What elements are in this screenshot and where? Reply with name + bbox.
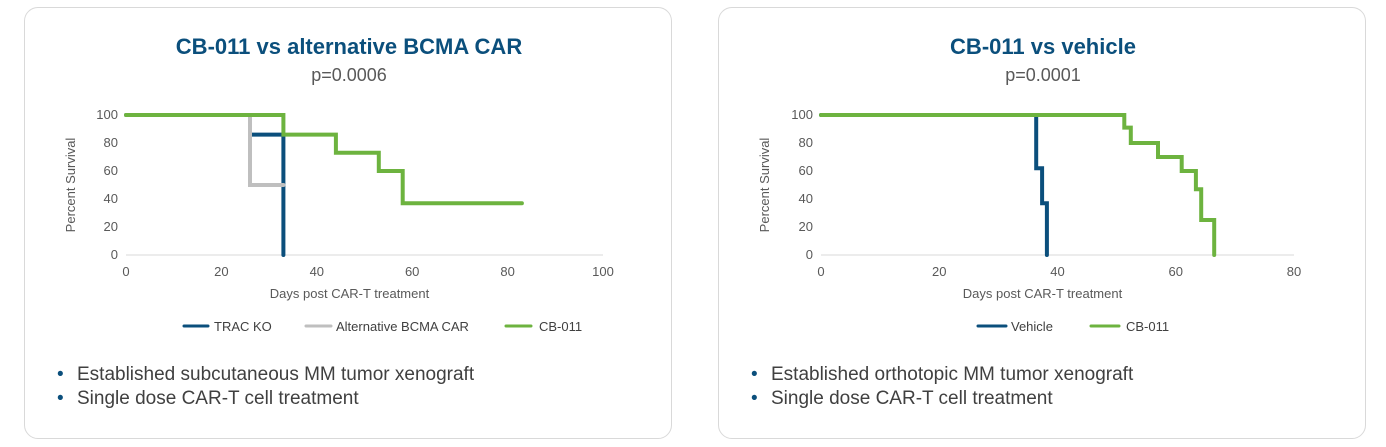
y-tick-label: 60: [799, 163, 813, 178]
series-line-cb-011: [819, 113, 1217, 257]
bullet-item: Established orthotopic MM tumor xenograf…: [751, 363, 1133, 387]
bullet-list: Established orthotopic MM tumor xenograf…: [751, 363, 1133, 411]
legend-label: CB-011: [1126, 319, 1169, 334]
legend-label: CB-011: [539, 319, 582, 334]
y-tick-label: 0: [806, 247, 813, 262]
y-tick-label: 100: [96, 107, 118, 122]
x-tick-label: 0: [122, 264, 129, 279]
y-tick-label: 20: [104, 219, 118, 234]
chart-card-vehicle: CB-011 vs vehicle p=0.0001 0 20 40 60 80 100 0 20…: [718, 7, 1366, 439]
x-tick-label: 100: [592, 264, 614, 279]
x-axis-title: Days post CAR-T treatment: [963, 286, 1123, 301]
p-value: p=0.0006: [311, 65, 387, 85]
y-tick-label: 40: [104, 191, 118, 206]
y-tick-label: 100: [791, 107, 813, 122]
bullet-item: Single dose CAR-T cell treatment: [57, 387, 474, 411]
x-tick-label: 80: [500, 264, 514, 279]
y-tick-label: 80: [104, 135, 118, 150]
p-value: p=0.0001: [1005, 65, 1081, 85]
series-line-alternative-bcma-car: [124, 113, 286, 187]
bullet-list: Established subcutaneous MM tumor xenogr…: [57, 363, 474, 411]
x-tick-label: 20: [932, 264, 946, 279]
survival-chart: CB-011 vs vehicle p=0.0001 0 20 40 60 80 100 0 20…: [757, 34, 1301, 334]
chart-title: CB-011 vs alternative BCMA CAR: [176, 34, 523, 59]
survival-chart: CB-011 vs alternative BCMA CAR p=0.0006 0 2…: [63, 34, 614, 334]
x-tick-label: 40: [310, 264, 324, 279]
x-tick-label: 60: [1169, 264, 1183, 279]
y-tick-label: 20: [799, 219, 813, 234]
x-tick-label: 80: [1287, 264, 1301, 279]
legend-label: Vehicle: [1011, 319, 1053, 334]
y-tick-label: 0: [111, 247, 118, 262]
bullet-item: Single dose CAR-T cell treatment: [751, 387, 1133, 411]
x-tick-label: 0: [817, 264, 824, 279]
y-axis-title: Percent Survival: [63, 138, 78, 233]
bullet-item: Established subcutaneous MM tumor xenogr…: [57, 363, 474, 387]
chart-title: CB-011 vs vehicle: [950, 34, 1136, 59]
legend-label: Alternative BCMA CAR: [336, 319, 469, 334]
series-line-cb-011: [124, 113, 524, 206]
x-tick-label: 40: [1050, 264, 1064, 279]
legend-label: TRAC KO: [214, 319, 272, 334]
x-tick-label: 60: [405, 264, 419, 279]
chart-card-bcma: CB-011 vs alternative BCMA CAR p=0.0006 0 2…: [24, 7, 672, 439]
y-axis-title: Percent Survival: [757, 138, 772, 233]
x-tick-label: 20: [214, 264, 228, 279]
x-axis-title: Days post CAR-T treatment: [270, 286, 430, 301]
y-tick-label: 80: [799, 135, 813, 150]
y-tick-label: 60: [104, 163, 118, 178]
series-line-vehicle: [819, 113, 1049, 257]
y-tick-label: 40: [799, 191, 813, 206]
